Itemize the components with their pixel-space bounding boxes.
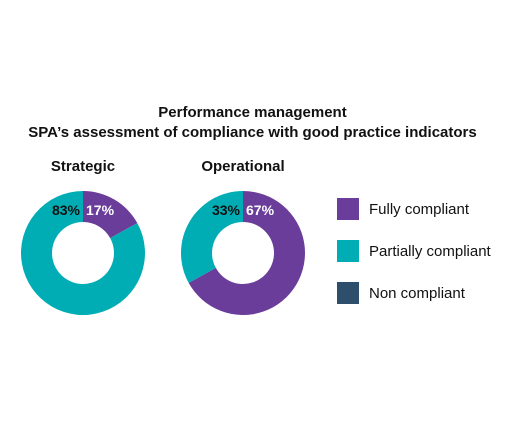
strategic-label-fully-compliant: 17% xyxy=(86,202,115,218)
chart-main-title: Performance management xyxy=(158,104,347,121)
legend-label-fully-compliant: Fully compliant xyxy=(369,200,470,218)
operational-slice-partially-compliant xyxy=(181,191,243,283)
strategic-slice-fully-compliant xyxy=(83,191,138,239)
strategic-slice-partially-compliant xyxy=(21,191,145,315)
strategic-label-partially-compliant: 83% xyxy=(52,202,81,218)
operational-label-fully-compliant: 67% xyxy=(246,202,275,218)
operational-slice-fully-compliant xyxy=(188,191,305,315)
legend-swatch-partially-compliant xyxy=(337,240,359,262)
legend-item-fully-compliant: Fully compliant xyxy=(337,198,491,220)
operational-chart-title: Operational xyxy=(201,158,285,175)
legend-item-partially-compliant: Partially compliant xyxy=(337,240,491,262)
chart-subtitle: SPA’s assessment of compliance with good… xyxy=(28,124,477,141)
operational-donut-chart: 67% 33% xyxy=(181,191,305,315)
legend-label-non-compliant: Non compliant xyxy=(369,284,465,302)
legend-swatch-non-compliant xyxy=(337,282,359,304)
legend-swatch-fully-compliant xyxy=(337,198,359,220)
strategic-chart-title: Strategic xyxy=(50,158,116,175)
legend-label-partially-compliant: Partially compliant xyxy=(369,242,491,260)
operational-label-partially-compliant: 33% xyxy=(212,202,241,218)
legend-item-non-compliant: Non compliant xyxy=(337,282,491,304)
legend: Fully compliant Partially compliant Non … xyxy=(337,198,491,324)
strategic-donut-chart: 17% 83% xyxy=(21,191,145,315)
